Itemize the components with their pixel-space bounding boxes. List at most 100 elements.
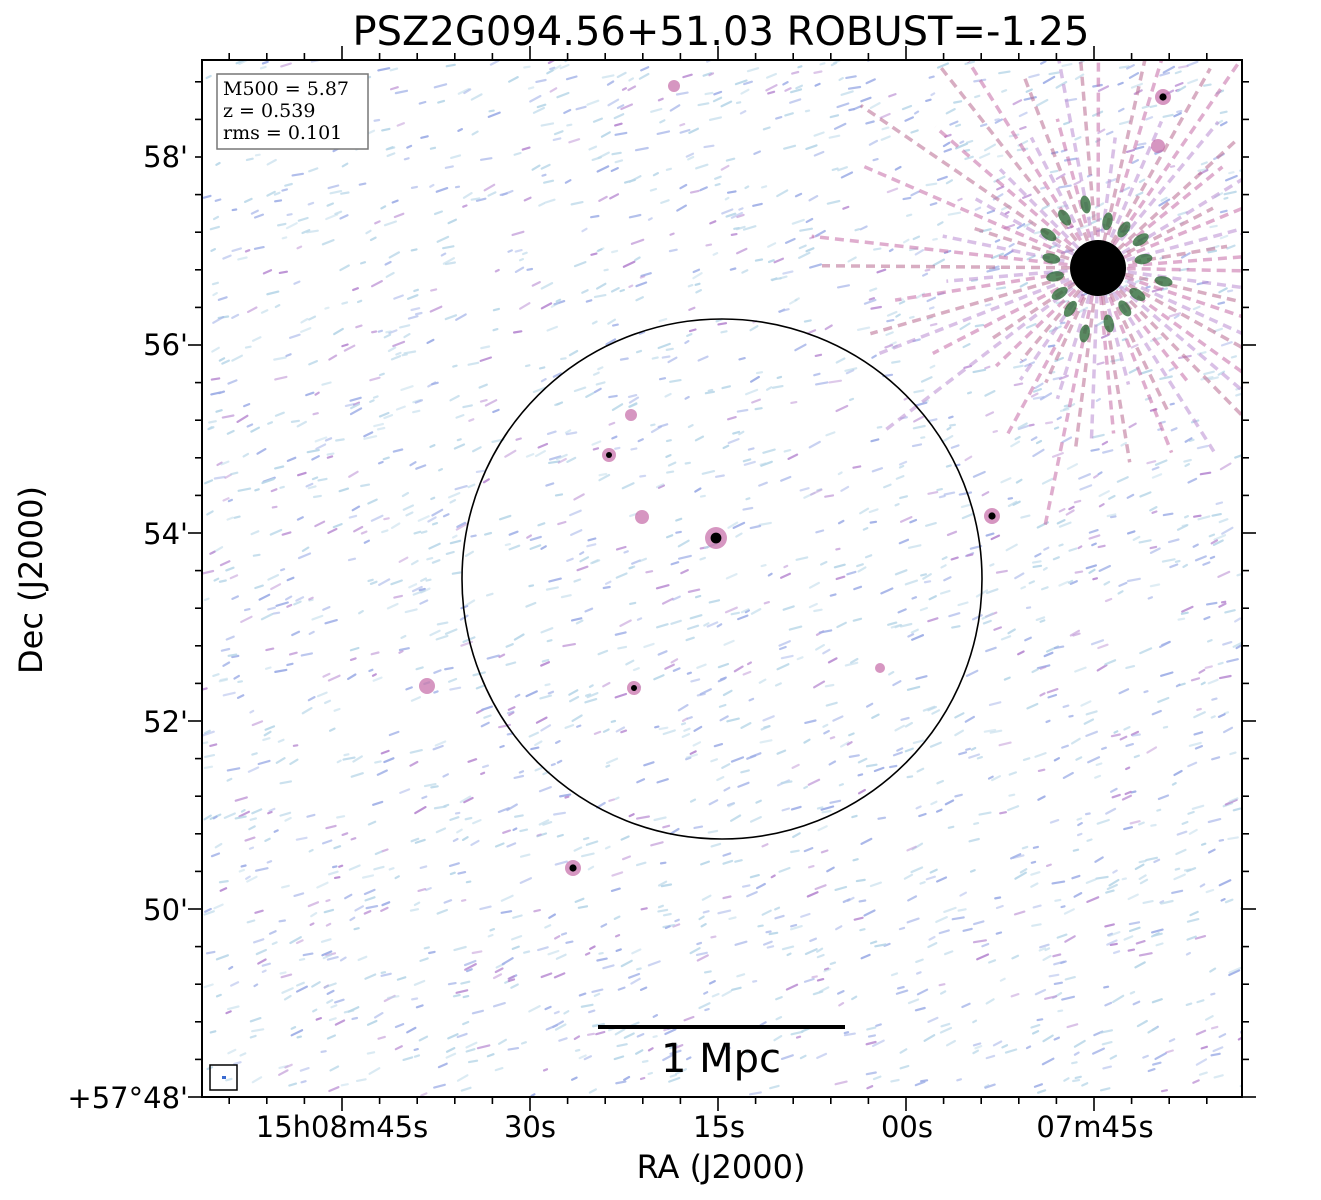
noise-streak (647, 960, 661, 967)
noise-streak (1180, 252, 1191, 259)
noise-streak (939, 1026, 953, 1034)
noise-streak (1111, 793, 1121, 799)
noise-streak (628, 972, 641, 979)
noise-streak (759, 462, 767, 466)
noise-streak (278, 270, 288, 275)
x-tick-label: 15s (693, 1110, 745, 1144)
noise-streak (279, 971, 287, 975)
noise-streak (1142, 899, 1154, 905)
noise-streak (487, 933, 494, 938)
noise-streak (1007, 805, 1020, 812)
noise-streak (659, 861, 667, 865)
noise-streak (519, 877, 533, 884)
noise-streak (985, 646, 997, 653)
noise-streak (614, 446, 621, 450)
noise-streak (429, 305, 443, 313)
noise-streak (607, 318, 617, 325)
noise-streak (1030, 860, 1037, 864)
noise-streak (327, 184, 340, 190)
noise-streak (462, 1020, 470, 1026)
noise-streak (650, 841, 664, 847)
noise-streak (1066, 1023, 1079, 1029)
noise-streak (725, 572, 738, 580)
noise-streak (839, 741, 850, 748)
noise-streak (451, 534, 458, 539)
noise-streak (356, 299, 363, 304)
noise-streak (814, 82, 821, 87)
noise-streak (638, 557, 648, 563)
noise-streak (593, 387, 602, 394)
noise-streak (677, 703, 689, 712)
noise-streak (919, 606, 929, 612)
noise-streak (958, 751, 968, 756)
noise-streak (957, 908, 967, 912)
noise-streak (920, 376, 933, 383)
noise-streak (1128, 926, 1141, 933)
noise-streak (1097, 643, 1109, 650)
noise-streak (662, 729, 676, 736)
noise-streak (745, 1050, 751, 1054)
noise-streak (1131, 159, 1140, 164)
artifact-ray (998, 168, 1080, 250)
noise-streak (1130, 790, 1137, 794)
scale-bar: 1 Mpc (598, 1025, 845, 1082)
noise-streak (965, 139, 974, 144)
noise-streak (1218, 879, 1232, 887)
noise-streak (999, 811, 1008, 815)
artifact-ray (869, 275, 1066, 336)
noise-streak (537, 522, 546, 527)
noise-streak (595, 1030, 606, 1036)
noise-streak (945, 179, 954, 185)
noise-streak (514, 693, 521, 698)
noise-streak (508, 544, 521, 551)
noise-streak (550, 762, 556, 767)
noise-streak (1025, 88, 1033, 93)
noise-streak (368, 1067, 381, 1075)
noise-streak (1048, 973, 1060, 978)
noise-streak (326, 1034, 336, 1040)
noise-streak (652, 172, 660, 177)
noise-streak (260, 309, 269, 314)
noise-streak (615, 948, 622, 952)
noise-streak (964, 455, 973, 462)
noise-streak (916, 767, 925, 773)
noise-streak (373, 118, 381, 122)
noise-streak (1173, 873, 1186, 881)
noise-streak (1228, 969, 1241, 977)
noise-streak (1209, 967, 1217, 973)
noise-streak (326, 989, 335, 995)
noise-streak (554, 493, 564, 497)
noise-streak (518, 258, 525, 262)
noise-streak (1013, 382, 1024, 387)
noise-streak (614, 796, 620, 801)
noise-streak (848, 732, 855, 737)
noise-streak (623, 550, 629, 554)
noise-streak (727, 802, 736, 808)
noise-streak (797, 65, 803, 69)
noise-streak (363, 910, 372, 915)
noise-streak (658, 726, 669, 731)
noise-streak (1193, 731, 1204, 736)
noise-streak (430, 785, 439, 789)
noise-streak (689, 750, 697, 755)
noise-streak (1224, 609, 1236, 614)
noise-streak (1140, 369, 1153, 375)
noise-streak (774, 682, 782, 687)
noise-streak (1041, 204, 1051, 210)
noise-streak (803, 738, 811, 744)
artifact-ray (1055, 118, 1092, 239)
noise-streak (242, 452, 250, 458)
noise-streak (623, 1032, 635, 1039)
noise-streak (1104, 597, 1113, 603)
noise-streak (775, 995, 783, 1001)
noise-streak (685, 756, 692, 761)
noise-streak (395, 405, 406, 411)
noise-streak (1168, 367, 1175, 372)
noise-streak (857, 566, 867, 573)
noise-streak (352, 401, 361, 406)
noise-streak (1129, 990, 1136, 995)
noise-streak (670, 561, 680, 566)
noise-streak (908, 315, 915, 319)
noise-streak (1056, 933, 1068, 939)
noise-streak (370, 651, 380, 656)
